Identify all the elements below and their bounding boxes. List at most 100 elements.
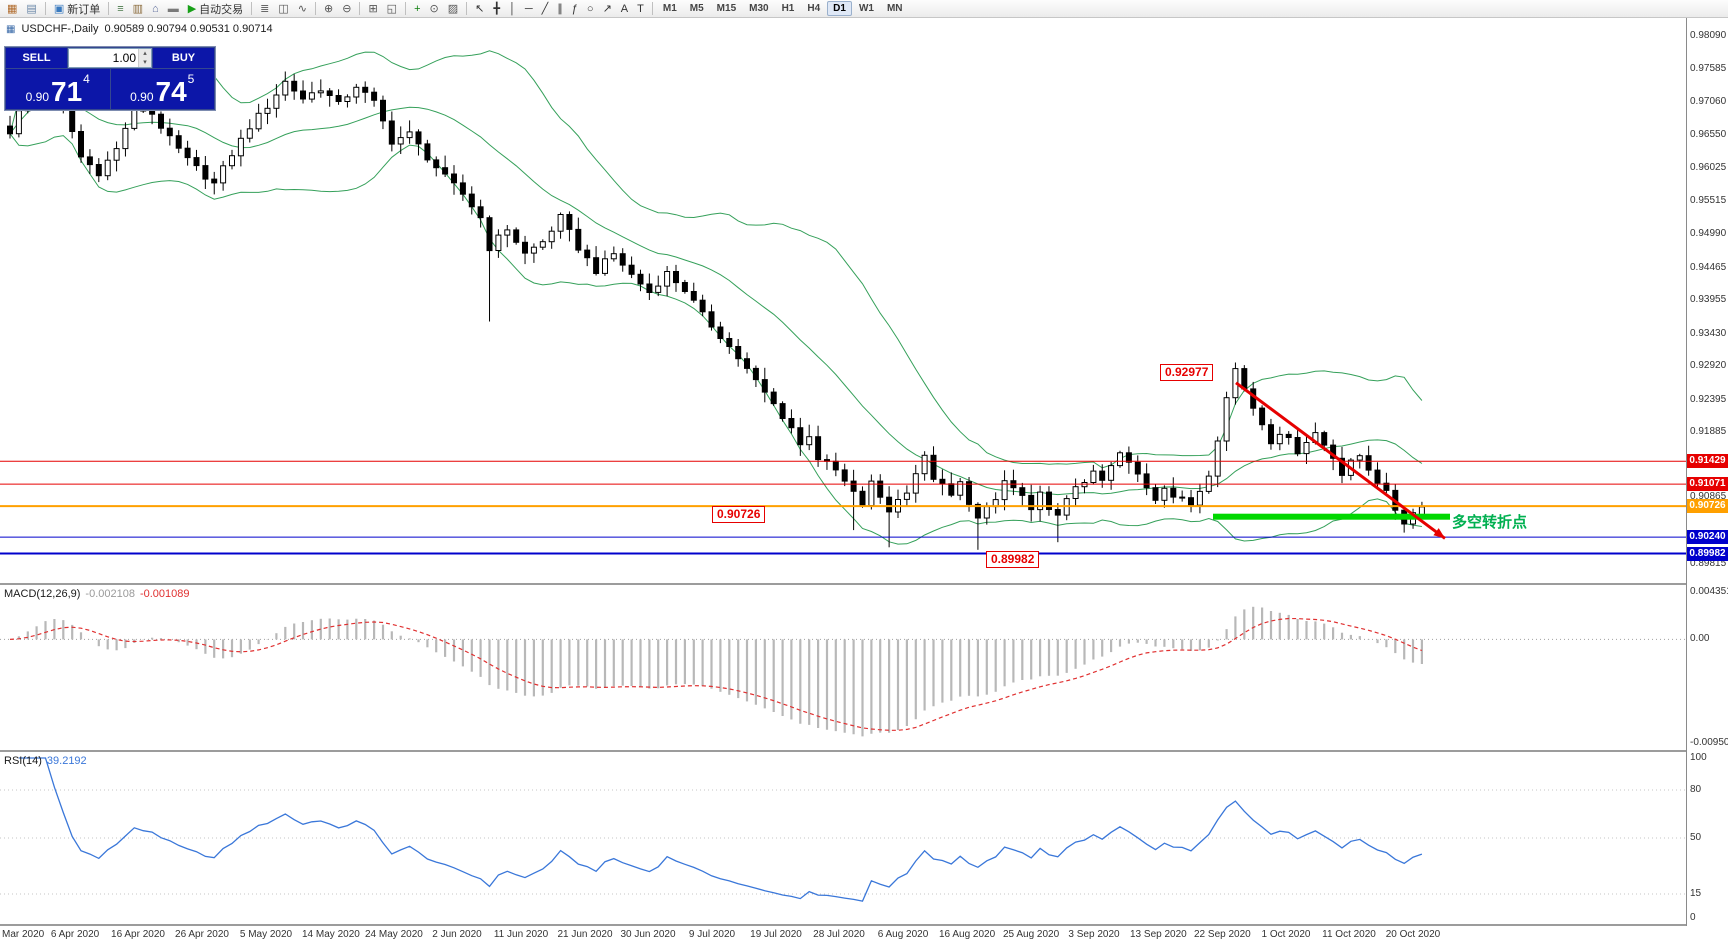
timeframe-d1-button[interactable]: D1: [827, 1, 852, 16]
candle-body: [220, 165, 227, 184]
time-axis-label: 11 Oct 2020: [1322, 929, 1376, 940]
price-line-badge: 0.91071: [1687, 477, 1728, 491]
macd-indicator-panel[interactable]: [0, 585, 1686, 750]
sell-price-prefix: 0.90: [25, 90, 49, 104]
macd-axis-tick: 0.00: [1690, 633, 1710, 644]
profiles-button[interactable]: ▤: [22, 1, 40, 17]
sell-button[interactable]: SELL: [6, 48, 67, 68]
zoom-out-button[interactable]: ⊖: [338, 1, 355, 17]
volume-decrease-button[interactable]: ▾: [139, 58, 151, 67]
timeframe-w1-button[interactable]: W1: [858, 3, 874, 14]
candle-body: [1383, 482, 1390, 491]
terminal-button[interactable]: ▬: [164, 1, 183, 17]
sell-price-button[interactable]: 0.90 71 4: [6, 69, 110, 109]
toolbar-separator: [315, 2, 317, 15]
auto-trading-button[interactable]: ▶ 自动交易: [184, 1, 247, 17]
candle-body: [495, 234, 502, 252]
rsi-indicator-label: RSI(14) 39.2192: [4, 755, 87, 767]
data-window-button[interactable]: ▥: [129, 1, 147, 17]
text-button[interactable]: A: [617, 1, 632, 17]
indicator-plus-icon: +: [414, 2, 421, 15]
period-button[interactable]: ⊙: [426, 1, 443, 17]
candle-body: [948, 483, 955, 496]
volume-input[interactable]: [69, 49, 138, 67]
candle-body: [930, 454, 937, 480]
price-axis-tick: 0.96550: [1690, 129, 1727, 140]
navigator-button[interactable]: ⌂: [148, 1, 163, 17]
buy-price-big: 74: [155, 76, 187, 107]
candle-body: [113, 148, 120, 161]
trendline-button[interactable]: ╱: [538, 1, 553, 17]
candle-body: [1037, 491, 1044, 511]
cursor-button[interactable]: ↖: [471, 1, 488, 17]
buy-price-button[interactable]: 0.90 74 5: [110, 69, 214, 109]
indicators-button[interactable]: +: [410, 1, 424, 17]
support-zone-highlight[interactable]: [1213, 513, 1450, 520]
market-watch-icon: ≡: [117, 2, 124, 15]
timeframe-m1-button[interactable]: M1: [662, 3, 677, 14]
horizontal-line-button[interactable]: ─: [521, 1, 537, 17]
candle-body: [744, 358, 750, 369]
price-axis-tick: 0.91885: [1690, 426, 1727, 437]
vertical-line-button[interactable]: │: [505, 1, 520, 17]
macd-indicator-label: MACD(12,26,9) -0.002108 -0.001089: [4, 588, 190, 600]
timeframe-m30-button[interactable]: M30: [749, 3, 769, 14]
timeframe-h4-button[interactable]: H4: [807, 3, 821, 14]
candle-body: [122, 127, 129, 150]
toolbar-separator: [108, 2, 110, 15]
candle-body: [1125, 452, 1132, 463]
line-chart-button[interactable]: ∿: [294, 1, 311, 17]
candle-body: [184, 147, 191, 159]
main-price-chart[interactable]: [0, 18, 1686, 583]
cascade-windows-button[interactable]: ◱: [383, 1, 401, 17]
zoom-in-button[interactable]: ⊕: [320, 1, 337, 17]
panel-separator[interactable]: [0, 583, 1728, 585]
channel-button[interactable]: ∥: [553, 1, 567, 17]
zoom-out-icon: ⊖: [342, 2, 352, 15]
fibonacci-button[interactable]: ƒ: [568, 1, 582, 17]
panel-separator[interactable]: [0, 750, 1728, 752]
candle-body: [530, 246, 537, 254]
price-axis-tick: 0.97060: [1690, 96, 1727, 107]
bar-chart-button[interactable]: ≣: [256, 1, 273, 17]
candle-body: [273, 94, 280, 109]
ellipse-icon: ○: [586, 2, 594, 15]
navigator-icon: ⌂: [152, 2, 159, 15]
tile-windows-button[interactable]: ⊞: [364, 1, 381, 17]
panel-separator[interactable]: [0, 924, 1728, 926]
timeframe-mn-button[interactable]: MN: [886, 3, 903, 14]
arrows-button[interactable]: ↗: [599, 1, 616, 17]
timeframe-m5-button[interactable]: M5: [689, 3, 704, 14]
candle-body: [602, 258, 608, 274]
market-watch-button[interactable]: ≡: [113, 1, 127, 17]
crosshair-button[interactable]: ╋: [489, 1, 504, 17]
time-axis-label: 20 Oct 2020: [1385, 929, 1441, 940]
new-order-button-label: 新订单: [67, 3, 101, 16]
timeframe-h1-button[interactable]: H1: [781, 3, 795, 14]
new-chart-button[interactable]: ▦: [3, 1, 21, 17]
candle-body: [584, 249, 591, 259]
candle-body: [868, 480, 875, 507]
toolbar-separator: [359, 2, 361, 15]
candlestick-chart-button[interactable]: ◫: [274, 1, 292, 17]
rsi-indicator-panel[interactable]: [0, 752, 1686, 924]
volume-increase-button[interactable]: ▴: [139, 49, 151, 58]
templates-button[interactable]: ▨: [444, 1, 462, 17]
text-label-button[interactable]: T: [633, 1, 648, 17]
price-axis-tick: 0.93955: [1690, 294, 1727, 305]
new-order-button[interactable]: ▣ 新订单: [50, 1, 104, 17]
candle-body: [628, 264, 635, 275]
text-label-icon: T: [637, 2, 644, 15]
time-axis-label: 16 Aug 2020: [939, 929, 996, 940]
volume-spinner: ▴ ▾: [138, 49, 151, 67]
shapes-button[interactable]: ○: [583, 1, 598, 17]
candlestick-icon: ◫: [278, 2, 289, 15]
buy-button[interactable]: BUY: [153, 48, 214, 68]
rsi-value: 39.2192: [46, 755, 87, 767]
candle-body: [95, 164, 102, 177]
candle-body: [1259, 407, 1266, 426]
candle-body: [1001, 480, 1008, 501]
candle-body: [921, 454, 928, 475]
timeframe-m15-button[interactable]: M15: [716, 3, 737, 14]
trend-arrow[interactable]: [1235, 381, 1446, 540]
